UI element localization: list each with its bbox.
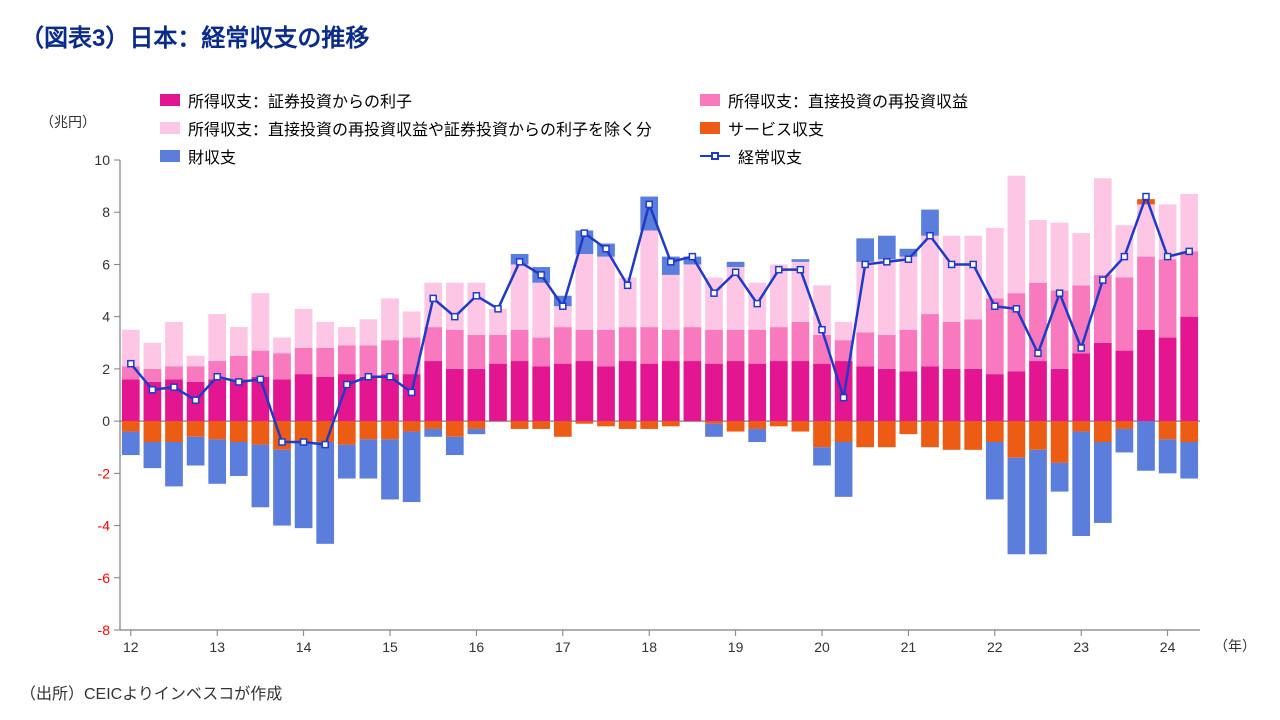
svg-text:17: 17	[555, 639, 571, 655]
svg-text:4: 4	[102, 309, 110, 325]
svg-text:23: 23	[1073, 639, 1089, 655]
svg-text:14: 14	[296, 639, 312, 655]
svg-text:16: 16	[469, 639, 485, 655]
svg-text:10: 10	[94, 152, 110, 168]
svg-text:-2: -2	[98, 465, 111, 481]
chart-plot: -8-6-4-202468101213141516171819202122232…	[0, 0, 1280, 720]
svg-text:12: 12	[123, 639, 139, 655]
svg-text:18: 18	[641, 639, 657, 655]
svg-text:0: 0	[102, 413, 110, 429]
svg-text:21: 21	[901, 639, 917, 655]
svg-text:-8: -8	[98, 622, 111, 638]
svg-text:-4: -4	[98, 518, 111, 534]
svg-text:2: 2	[102, 361, 110, 377]
svg-text:6: 6	[102, 256, 110, 272]
chart-source: （出所）CEICよりインベスコが作成	[20, 680, 282, 704]
x-axis-unit: （年）	[1214, 636, 1256, 656]
svg-text:22: 22	[987, 639, 1003, 655]
svg-text:20: 20	[814, 639, 830, 655]
svg-text:13: 13	[209, 639, 225, 655]
svg-text:24: 24	[1160, 639, 1176, 655]
svg-text:15: 15	[382, 639, 398, 655]
svg-text:8: 8	[102, 204, 110, 220]
svg-text:19: 19	[728, 639, 744, 655]
svg-text:-6: -6	[98, 570, 111, 586]
